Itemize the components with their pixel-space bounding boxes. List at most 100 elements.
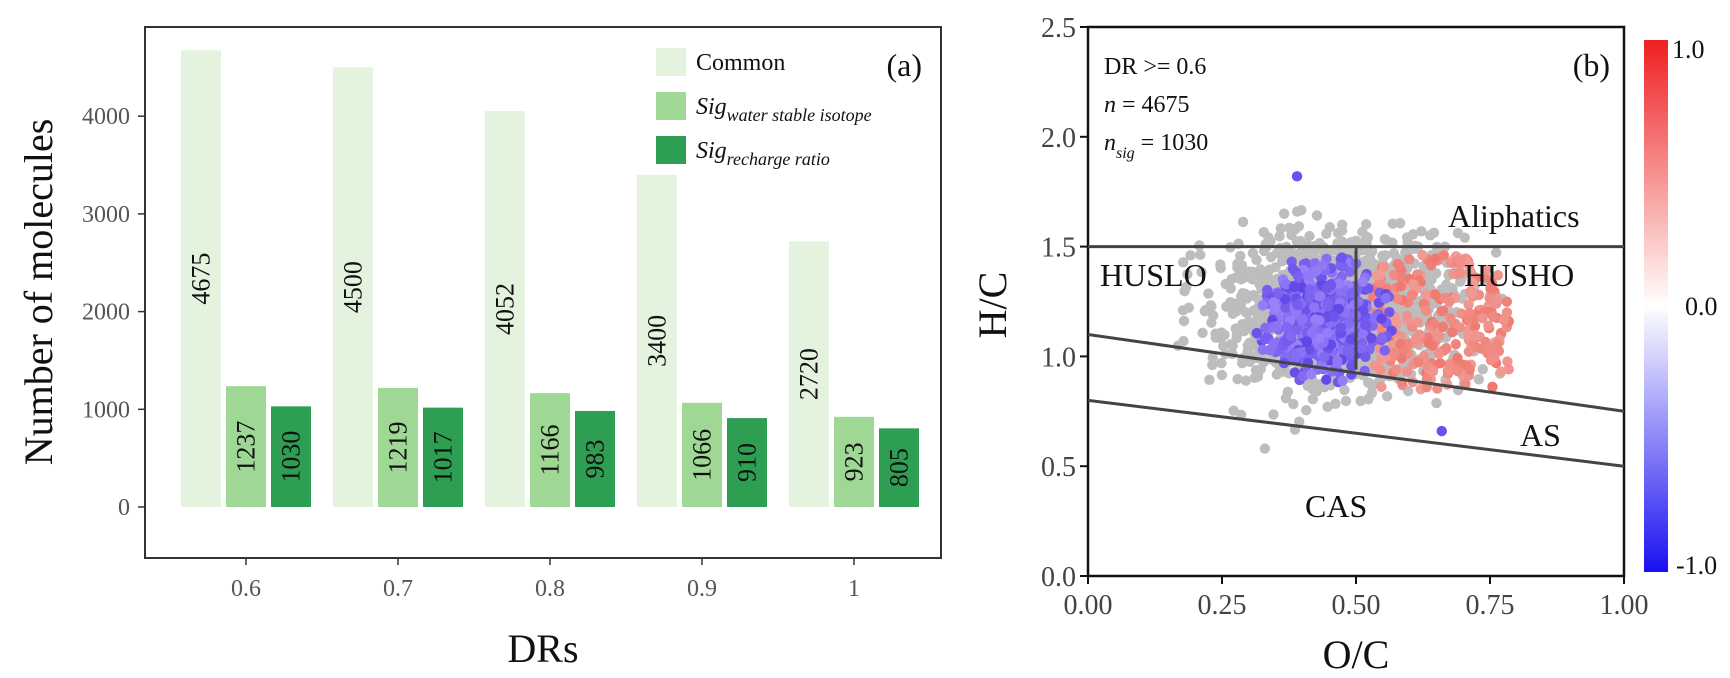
panel-a-x-axis-title: DRs [507, 626, 578, 671]
panel-b-colorbar: 1.0 0.0 -1.0 [1644, 35, 1718, 580]
scatter-point-negative [1342, 345, 1353, 356]
scatter-point [1337, 236, 1348, 247]
scatter-point-negative [1310, 314, 1321, 325]
bar [789, 241, 829, 508]
scatter-point-negative [1376, 332, 1387, 343]
scatter-point-negative [1301, 336, 1313, 347]
scatter-point-negative [1328, 311, 1340, 322]
scatter-point-positive [1429, 318, 1440, 330]
panel-b-x-axis: 0.00 0.25 0.50 0.75 1.00 [1064, 576, 1649, 621]
scatter-point-negative [1343, 318, 1354, 329]
scatter-point-positive [1477, 312, 1488, 324]
scatter-point [1183, 302, 1194, 313]
region-label-cas: CAS [1305, 488, 1367, 524]
scatter-point-negative [1322, 301, 1333, 312]
region-boundary-line [1088, 398, 1624, 468]
colorbar-tick-mid: 0.0 [1685, 292, 1718, 321]
scatter-point [1339, 384, 1350, 396]
bar [226, 386, 266, 507]
scatter-point-negative [1357, 276, 1369, 287]
bar-data-label: 983 [581, 439, 610, 478]
scatter-point [1195, 249, 1206, 261]
scatter-point-positive [1408, 279, 1419, 290]
scatter-point-negative [1298, 371, 1309, 382]
scatter-point-positive [1501, 307, 1513, 318]
scatter-point-negative [1279, 294, 1291, 305]
bar [575, 410, 615, 507]
scatter-point-positive [1463, 259, 1475, 270]
scatter-point-positive [1464, 364, 1475, 375]
scatter-point-negative [1280, 279, 1292, 290]
scatter-point-positive [1480, 336, 1491, 348]
scatter-point-negative [1262, 284, 1273, 296]
scatter-point-negative [1260, 322, 1271, 334]
scatter-point [1355, 395, 1366, 407]
scatter-point-negative [1305, 369, 1317, 380]
scatter-point-negative [1269, 304, 1281, 315]
scatter-point [1244, 266, 1255, 277]
scatter-point [1294, 416, 1305, 427]
scatter-point [1311, 210, 1323, 221]
y-tick-label: 1.5 [1041, 233, 1076, 264]
scatter-point-positive [1452, 352, 1463, 364]
panel-a-y-axis: 0 1000 2000 3000 4000 [82, 104, 145, 521]
bar [271, 406, 311, 507]
y-tick-label: 0.5 [1041, 452, 1076, 483]
scatter-point-positive [1390, 364, 1402, 375]
scatter-point-negative [1257, 300, 1268, 311]
scatter-point [1178, 257, 1189, 268]
scatter-point-negative [1288, 281, 1300, 293]
bar-data-label: 805 [885, 448, 914, 487]
scatter-point [1431, 397, 1442, 409]
scatter-point-negative [1332, 355, 1343, 367]
scatter-point [1357, 226, 1368, 238]
panel-b-y-axis-title: H/C [970, 272, 1015, 339]
scatter-point [1206, 301, 1217, 312]
scatter-point-positive [1480, 264, 1491, 276]
bar-data-label: 1030 [277, 431, 306, 483]
scatter-point-positive [1495, 366, 1507, 377]
scatter-point [1416, 226, 1427, 237]
scatter-point-positive [1466, 287, 1477, 299]
scatter-point-negative [1257, 344, 1269, 355]
scatter-point-positive [1485, 283, 1496, 294]
scatter-point [1441, 279, 1452, 290]
x-tick-label: 0.6 [231, 576, 261, 602]
scatter-point-positive [1399, 344, 1410, 356]
scatter-point-positive [1437, 305, 1449, 316]
scatter-point-negative [1292, 299, 1303, 311]
scatter-point-positive [1469, 330, 1481, 341]
scatter-point-negative [1335, 322, 1346, 333]
scatter-point [1204, 374, 1215, 386]
y-tick-label: 3000 [82, 202, 130, 228]
scatter-point [1216, 327, 1227, 338]
scatter-point [1340, 395, 1352, 407]
scatter-point-positive [1412, 316, 1423, 328]
scatter-point-positive [1450, 339, 1462, 350]
scatter-point-negative [1366, 333, 1377, 344]
scatter-point-negative [1333, 278, 1344, 289]
scatter-point [1206, 317, 1217, 328]
bar-data-label: 910 [733, 443, 762, 482]
scatter-point-outlier [1259, 443, 1271, 454]
scatter-point-positive [1454, 268, 1466, 279]
x-tick-label: 0.25 [1198, 590, 1247, 621]
scatter-point-negative [1287, 263, 1299, 275]
scatter-point [1366, 387, 1378, 399]
scatter-point [1232, 373, 1243, 385]
scatter-point-negative [1321, 374, 1332, 385]
bar-data-label: 1166 [536, 425, 565, 476]
scatter-point [1425, 230, 1436, 241]
scatter-point-positive [1455, 255, 1466, 267]
region-boundary-line [1088, 332, 1624, 413]
scatter-point-negative [1333, 303, 1345, 314]
scatter-point-negative [1304, 291, 1315, 302]
scatter-point [1477, 364, 1488, 375]
bar [834, 416, 874, 507]
scatter-point [1402, 237, 1413, 248]
y-tick-label: 1.0 [1041, 342, 1076, 373]
panel-a-label: (a) [886, 47, 922, 83]
scatter-point [1216, 369, 1228, 381]
